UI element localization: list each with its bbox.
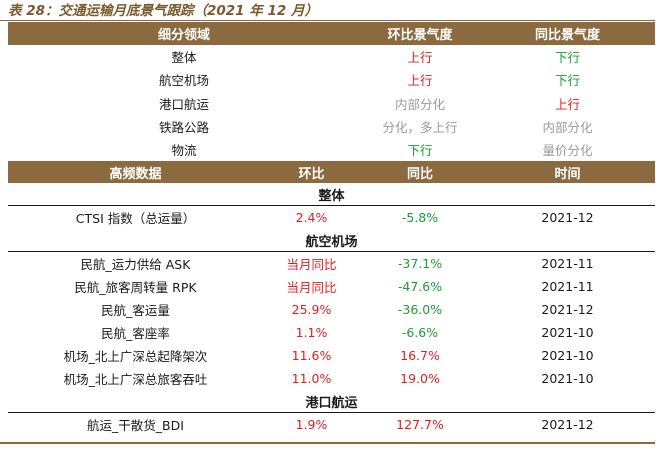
mom-trend: 上行 — [407, 73, 433, 89]
sector-name: 整体 — [171, 50, 197, 66]
table-row: 机场_北上广深总旅客吞吐 11.0% 19.0% 2021-10 — [8, 367, 655, 390]
mom-value: 11.6% — [291, 348, 332, 364]
trend-row: 整体 上行 下行 — [8, 45, 655, 68]
mom-trend: 内部分化 — [395, 96, 446, 112]
sector-name: 航空机场 — [159, 73, 210, 89]
mom-value: 1.1% — [295, 325, 328, 341]
group-title: 港口航运 — [8, 390, 656, 414]
mom-value: 1.9% — [295, 417, 328, 433]
table-row: CTSI 指数（总运量） 2.4% -5.8% 2021-12 — [8, 206, 655, 230]
indicator-name: 民航_客座率 — [101, 326, 170, 342]
mom-value: 25.9% — [291, 302, 332, 318]
table-row: 民航_客座率 1.1% -6.6% 2021-10 — [8, 321, 655, 344]
group-row: 航空机场 — [8, 229, 656, 253]
mom-trend: 分化，多上行 — [382, 120, 458, 136]
table-row: 航运_干散货_BDI 1.9% 127.7% 2021-12 — [8, 413, 655, 437]
indicator-name: 民航_旅客周转量 RPK — [74, 280, 197, 296]
mom-trend: 下行 — [407, 143, 433, 159]
yoy-value: 127.7% — [396, 417, 444, 433]
yoy-value: -5.8% — [401, 210, 439, 226]
table-row: 民航_客运量 25.9% -36.0% 2021-12 — [8, 298, 655, 321]
sector-name: 港口航运 — [159, 96, 210, 112]
sector-name: 铁路公路 — [159, 120, 210, 136]
traffic-table: 细分领域 环比景气度 同比景气度 整体 上行 下行 航空机场 上行 下行 港口航运 内部分化 上行 铁路… — [8, 22, 656, 437]
indicator-name: 民航_客运量 — [101, 303, 170, 319]
yoy-trend: 上行 — [555, 96, 581, 112]
yoy-value: -47.6% — [397, 279, 443, 295]
header-time: 时间 — [480, 161, 656, 184]
freq-header-row: 高频数据 环比 同比 时间 — [8, 161, 656, 184]
yoy-value: 16.7% — [400, 348, 440, 364]
yoy-value: -37.1% — [397, 256, 443, 272]
time-value: 2021-12 — [541, 417, 594, 433]
caption-rule — [0, 20, 655, 21]
bottom-rule — [0, 442, 655, 444]
group-row: 港口航运 — [8, 390, 656, 414]
table-row: 民航_旅客周转量 RPK 当月同比 -47.6% 2021-11 — [8, 275, 655, 298]
header-mom: 环比 — [263, 161, 361, 184]
mom-value: 当月同比 — [286, 280, 337, 296]
group-title: 航空机场 — [8, 229, 656, 253]
group-row: 整体 — [8, 183, 656, 207]
yoy-value: -6.6% — [401, 325, 439, 341]
time-value: 2021-10 — [541, 325, 594, 341]
trend-row: 铁路公路 分化，多上行 内部分化 — [8, 115, 655, 138]
yoy-trend: 下行 — [555, 50, 581, 66]
mom-value: 11.0% — [291, 371, 332, 387]
yoy-value: -36.0% — [397, 302, 443, 318]
time-value: 2021-10 — [541, 348, 594, 364]
indicator-name: 民航_运力供给 ASK — [80, 257, 191, 273]
time-value: 2021-10 — [541, 371, 594, 387]
trend-row: 物流 下行 量价分化 — [8, 138, 655, 161]
sector-name: 物流 — [171, 143, 197, 159]
yoy-trend: 量价分化 — [542, 143, 593, 159]
indicator-name: 机场_北上广深总旅客吞吐 — [63, 372, 208, 388]
mom-value: 2.4% — [295, 210, 328, 226]
mom-trend: 上行 — [407, 50, 433, 66]
indicator-name: CTSI 指数（总运量） — [75, 211, 196, 227]
header-yoy: 同比 — [360, 161, 481, 184]
yoy-value: 19.0% — [400, 371, 440, 387]
indicator-name: 机场_北上广深总起降架次 — [63, 349, 208, 365]
time-value: 2021-12 — [541, 210, 594, 226]
trend-row: 航空机场 上行 下行 — [8, 68, 655, 91]
time-value: 2021-11 — [541, 256, 594, 272]
time-value: 2021-11 — [541, 279, 594, 295]
indicator-name: 航运_干散货_BDI — [87, 418, 184, 434]
header-mom-trend: 环比景气度 — [360, 22, 481, 45]
header-yoy-trend: 同比景气度 — [480, 22, 656, 45]
header-indicator: 高频数据 — [8, 161, 263, 184]
trend-header-row: 细分领域 环比景气度 同比景气度 — [8, 22, 656, 45]
table-caption: 表 28：交通运输月底景气跟踪（2021 年 12 月） — [8, 3, 318, 19]
header-sector: 细分领域 — [8, 22, 361, 45]
mom-value: 当月同比 — [286, 257, 337, 273]
table-row: 民航_运力供给 ASK 当月同比 -37.1% 2021-11 — [8, 252, 655, 276]
trend-row: 港口航运 内部分化 上行 — [8, 92, 655, 115]
yoy-trend: 内部分化 — [542, 120, 593, 136]
time-value: 2021-12 — [541, 302, 594, 318]
table-row: 机场_北上广深总起降架次 11.6% 16.7% 2021-10 — [8, 344, 655, 367]
group-title: 整体 — [8, 183, 656, 207]
yoy-trend: 下行 — [555, 73, 581, 89]
